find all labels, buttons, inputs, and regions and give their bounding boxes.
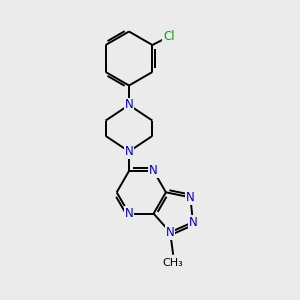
Text: N: N xyxy=(124,145,134,158)
Text: N: N xyxy=(149,164,158,178)
Text: N: N xyxy=(189,216,197,229)
Text: N: N xyxy=(124,207,134,220)
Text: Cl: Cl xyxy=(163,30,175,43)
Text: N: N xyxy=(186,191,195,204)
Text: CH₃: CH₃ xyxy=(163,258,184,268)
Text: N: N xyxy=(124,98,134,112)
Text: N: N xyxy=(166,226,175,239)
